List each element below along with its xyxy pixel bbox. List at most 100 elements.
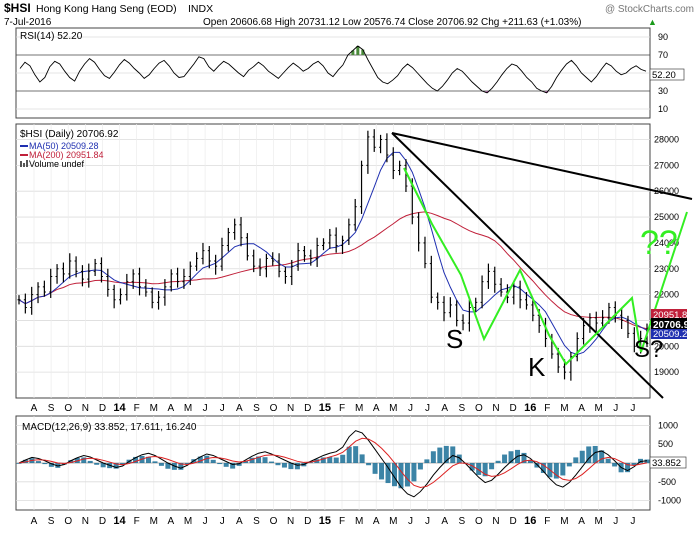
x-axis-label: D [99,516,106,527]
macd-histogram-bar [469,463,475,471]
index-name: Hong Kong Hang Seng (EOD) [36,3,177,15]
head-label: K [528,352,546,382]
x-axis-label: O [270,403,278,414]
ma50-tag-value: 20509.28 [653,329,693,340]
x-axis-label: S [48,516,55,527]
x-axis-label: 16 [524,402,536,414]
price-tick-label: 23000 [654,264,679,274]
x-axis-label: J [408,403,413,414]
x-axis-label: 16 [524,515,536,527]
macd-histogram-bar [573,457,579,463]
macd-histogram-bar [346,446,352,463]
x-axis-label: N [82,403,89,414]
macd-line [18,430,648,498]
macd-histogram-bar [145,456,151,463]
macd-histogram-bar [605,458,611,463]
x-axis-label: J [203,403,208,414]
macd-current-tag [649,456,687,469]
macd-histogram-bar [230,463,236,469]
macd-histogram-bar [223,463,229,467]
ma50-tag [651,329,687,339]
rsi-current-value: 52.20 [652,70,676,81]
x-axis-label: M [355,516,363,527]
macd-histogram-bar [424,459,430,463]
x-axis-label: M [594,516,602,527]
macd-histogram-bar [288,463,294,470]
downtrend-line-lower [391,132,664,399]
macd-histogram-bar [631,463,637,466]
price-tick-label: 19000 [654,367,679,377]
macd-histogram-bar [262,457,268,463]
macd-histogram-bar [579,450,585,463]
macd-histogram-bar [385,463,391,484]
x-axis-label: O [64,516,72,527]
x-axis-price: A S O N D 14 F M A M J J A S O N D 15 F M A M J J A S O N D 16 F M A M J J [31,402,636,414]
macd-histogram-bar [508,451,514,463]
x-axis-label: S [458,516,465,527]
x-axis-label: A [578,403,585,414]
x-axis-label: J [630,403,635,414]
macd-histogram-bar [443,445,449,463]
ma200-line [18,211,648,330]
macd-current-value: 33.852 [652,458,681,469]
x-axis-label: M [389,403,397,414]
rsi-grid [16,36,650,110]
x-axis-label: M [150,516,158,527]
x-axis-label: N [82,516,89,527]
rsi-legend: RSI(14) 52.20 [20,31,83,42]
macd-histogram-bar [527,460,533,463]
price-tick-label: 22000 [654,290,679,300]
volume-legend: Volume undef [29,159,85,169]
x-axis-label: O [64,403,72,414]
macd-histogram-bar [249,457,255,463]
x-axis-label: N [492,516,499,527]
x-axis-label: F [134,403,140,414]
macd-histogram-bar [411,463,417,482]
macd-histogram-bar [534,463,540,468]
x-axis-label: M [594,403,602,414]
macd-histogram-bar [16,463,22,464]
macd-histogram-bar [625,463,631,473]
head-and-shoulders-pattern [403,167,688,366]
x-axis-label: 14 [113,402,126,414]
x-axis-label: F [339,516,345,527]
rsi-tick-label: 90 [658,32,668,42]
macd-histogram-bar [379,463,385,480]
macd-histogram-bar [158,463,164,466]
x-axis-label: A [236,516,243,527]
macd-histogram-bar [372,463,378,474]
left-shoulder-label: S [446,324,463,354]
x-axis-label: M [150,403,158,414]
x-axis-label: D [99,403,106,414]
macd-histogram-bar [87,460,93,463]
x-axis-label: M [184,516,192,527]
macd-histogram-bar [55,463,61,468]
signal-line [18,437,648,489]
macd-tick-label: -500 [658,477,676,487]
macd-histogram-bar [638,458,644,463]
x-axis-label: F [544,403,550,414]
macd-histogram-bar [540,463,546,473]
macd-tick-label: 500 [658,439,673,449]
close-tag-value: 20706.92 [653,320,695,331]
macd-histogram-bar [566,463,572,467]
x-axis-label: F [544,516,550,527]
macd-histogram-bar [48,463,54,467]
x-axis-label: S [458,403,465,414]
macd-histogram-bar [184,463,190,465]
rsi-tick-label: 10 [658,104,668,114]
macd-histogram-bar [366,463,372,466]
right-shoulder-label: S? [634,336,663,363]
macd-histogram-bar [495,460,501,463]
macd-histogram-bar [327,457,333,463]
macd-histogram-bar [353,446,359,463]
macd-histogram-bar [210,459,216,463]
x-axis-macd: A S O N D 14 F M A M J J A S O N D 15 F M A M J J A S O N D 16 F M A M J J [31,515,636,527]
rsi-line [19,45,647,94]
macd-histogram-bar [35,461,41,463]
macd-histogram-bar [197,456,203,463]
x-axis-label: N [287,403,294,414]
macd-histogram-bar [165,463,171,469]
volume-swatch [20,160,28,167]
